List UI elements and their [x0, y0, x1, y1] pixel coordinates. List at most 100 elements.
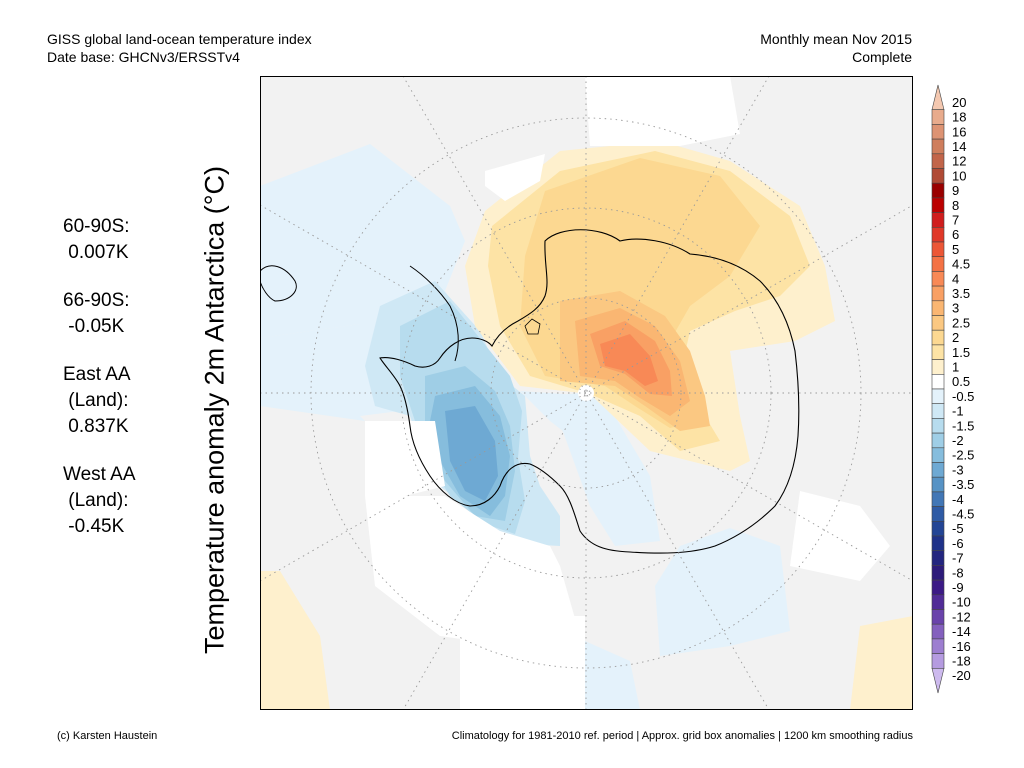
colorbar-label: 2.5: [952, 315, 970, 330]
stat-east-aa: East AA (Land): 0.837K: [63, 362, 136, 440]
colorbar-label: -5: [952, 521, 964, 536]
colorbar-label: 12: [952, 154, 966, 169]
colorbar-cell: [931, 241, 945, 257]
antarctic-anomaly-map: [260, 76, 913, 710]
graticule: [260, 76, 913, 710]
colorbar-cell: [931, 403, 945, 419]
colorbar-cell: [931, 182, 945, 199]
colorbar-cell: [931, 388, 945, 404]
colorbar-label: 3: [952, 301, 959, 316]
stat-west-aa: West AA (Land): -0.45K: [63, 462, 136, 540]
colorbar-cell: [931, 109, 945, 125]
stat-label: 60-90S:: [63, 216, 130, 237]
colorbar-label: -6: [952, 536, 964, 551]
colorbar-cell: [931, 271, 945, 287]
colorbar-cell: [931, 447, 945, 463]
map-title-block: GISS global land-ocean temperature index…: [47, 30, 312, 66]
colorbar-label: 6: [952, 227, 959, 242]
antarctica-coastline: [379, 229, 800, 554]
colorbar-cell: [931, 432, 945, 449]
colorbar-cell: [931, 344, 945, 360]
colorbar-cell: [931, 550, 945, 566]
colorbar-label: -1.5: [952, 418, 974, 433]
author-credit: (c) Karsten Haustein: [57, 730, 158, 742]
colorbar-cell: [931, 256, 945, 272]
colorbar-cell: [931, 462, 945, 478]
colorbar-label: 4: [952, 271, 959, 286]
south-america-coastline: [260, 265, 297, 302]
colorbar-label: 1.5: [952, 345, 970, 360]
colorbar-cell: [931, 506, 945, 522]
colorbar: 201816141210987654.543.532.521.510.5-0.5…: [931, 84, 974, 694]
methodology-note: Climatology for 1981-2010 ref. period | …: [451, 730, 913, 742]
colorbar-label: 4.5: [952, 257, 970, 272]
colorbar-label: 16: [952, 124, 966, 139]
colorbar-cell: [931, 138, 945, 155]
stat-label: West AA (Land):: [63, 464, 136, 511]
colorbar-cell: [931, 197, 945, 213]
colorbar-cell: [931, 609, 945, 625]
colorbar-label: 0.5: [952, 374, 970, 389]
colorbar-cell: [931, 315, 945, 331]
colorbar-cell: [931, 594, 945, 610]
colorbar-cell: [931, 623, 945, 640]
colorbar-cell: [931, 579, 945, 596]
stat-label: East AA (Land):: [63, 364, 131, 411]
colorbar-cell: [931, 124, 945, 140]
colorbar-label: -18: [952, 653, 971, 668]
colorbar-label: 20: [952, 95, 966, 110]
colorbar-label: -2.5: [952, 448, 974, 463]
colorbar-cell: [931, 329, 945, 346]
temperature-axis-label: Temperature anomaly 2m Antarctica (°C): [199, 166, 230, 654]
colorbar-label: 9: [952, 183, 959, 198]
colorbar-label: -8: [952, 565, 964, 580]
colorbar-cell: [931, 359, 945, 375]
colorbar-cell: [931, 491, 945, 507]
colorbar-cell: [931, 285, 945, 302]
map-frame: [260, 76, 913, 710]
colorbar-label: -7: [952, 551, 964, 566]
colorbar-cell: [931, 212, 945, 228]
colorbar-label: -16: [952, 639, 971, 654]
island-coastline: [524, 318, 541, 335]
stat-value: 0.837K: [63, 416, 129, 437]
colorbar-cell: [931, 667, 945, 694]
colorbar-label: -4: [952, 492, 964, 507]
stat-66-90s: 66-90S: -0.05K: [63, 288, 136, 340]
colorbar-cell: [931, 300, 945, 316]
colorbar-cell: [931, 638, 945, 654]
colorbar-label: -2: [952, 433, 964, 448]
map-title: GISS global land-ocean temperature index: [47, 31, 312, 47]
colorbar-label: -20: [952, 668, 971, 683]
period-block: Monthly mean Nov 2015 Complete: [760, 30, 912, 66]
stat-60-90s: 60-90S: 0.007K: [63, 214, 136, 266]
stat-value: 0.007K: [63, 242, 129, 263]
colorbar-label: 1: [952, 359, 959, 374]
colorbar-label: 14: [952, 139, 966, 154]
stat-value: -0.05K: [63, 316, 125, 337]
colorbar-label: -4.5: [952, 506, 974, 521]
colorbar-cell: [931, 565, 945, 581]
anomaly-field: [260, 76, 913, 710]
data-base-label: Date base: GHCNv3/ERSSTv4: [47, 49, 240, 65]
stat-label: 66-90S:: [63, 290, 130, 311]
colorbar-label: 3.5: [952, 286, 970, 301]
colorbar-label: -3: [952, 462, 964, 477]
period-label: Monthly mean Nov 2015: [760, 31, 912, 47]
colorbar-cell: [931, 476, 945, 493]
colorbar-label: -0.5: [952, 389, 974, 404]
colorbar-cell: [931, 653, 945, 669]
colorbar-label: -1: [952, 404, 964, 419]
colorbar-cell: [931, 373, 945, 390]
colorbar-cell: [931, 227, 945, 243]
completeness-label: Complete: [852, 49, 912, 65]
colorbar-cell: [931, 520, 945, 537]
peninsula-coastline: [409, 265, 459, 362]
colorbar-label: 8: [952, 198, 959, 213]
colorbar-cell: [931, 168, 945, 184]
colorbar-cell: [931, 153, 945, 169]
colorbar-label: 2: [952, 330, 959, 345]
colorbar-label: 10: [952, 168, 966, 183]
colorbar-label: 18: [952, 110, 966, 125]
colorbar-cell: [931, 84, 945, 111]
